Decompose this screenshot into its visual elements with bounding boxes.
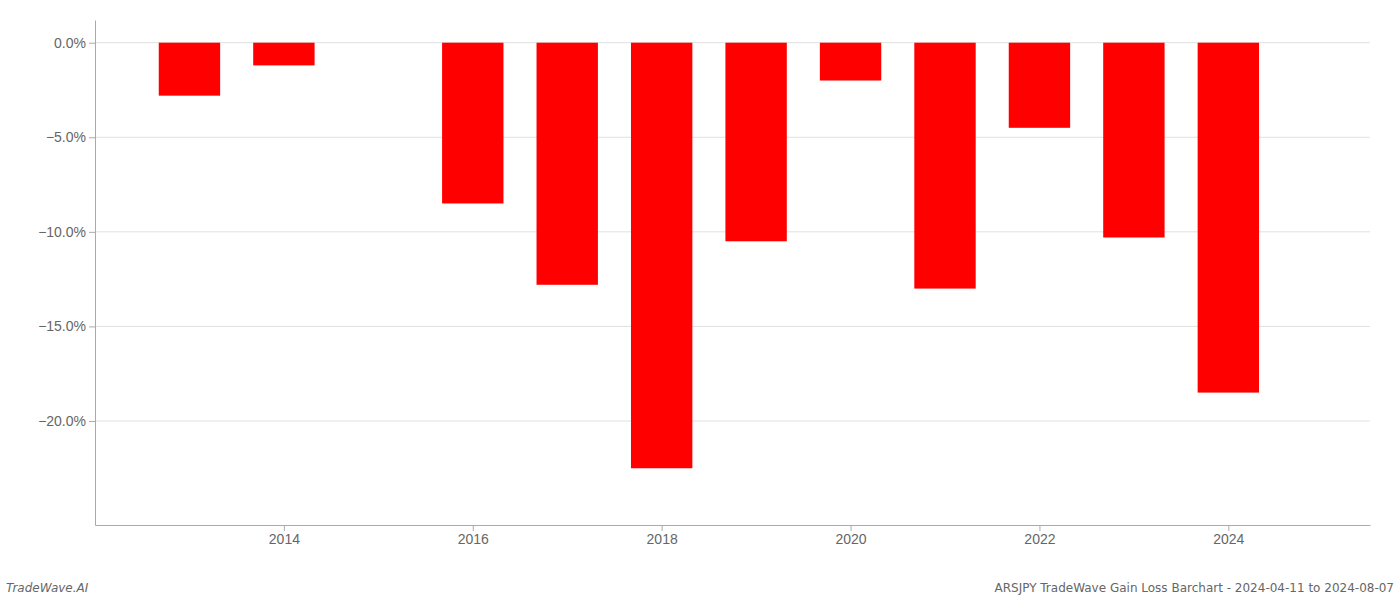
bar xyxy=(348,42,409,43)
x-tick-label: 2024 xyxy=(1213,531,1244,547)
bar xyxy=(631,43,692,469)
y-tick-label: −15.0% xyxy=(38,318,86,334)
y-axis: 0.0% −5.0% −10.0% −15.0% −20.0% xyxy=(38,21,95,526)
y-tick: −20.0% xyxy=(38,413,95,429)
y-tick-label: 0.0% xyxy=(54,35,86,51)
x-tick-label: 2014 xyxy=(269,531,300,547)
bar xyxy=(725,43,786,242)
y-tick: 0.0% xyxy=(54,35,95,51)
bar xyxy=(1198,43,1259,393)
y-tick-mark xyxy=(89,326,95,327)
y-tick-mark xyxy=(89,43,95,44)
bar xyxy=(1009,43,1070,128)
grid-line xyxy=(95,420,1370,421)
y-tick: −15.0% xyxy=(38,318,95,334)
bar xyxy=(442,43,503,204)
x-tick: 2018 xyxy=(647,525,678,547)
x-tick: 2024 xyxy=(1213,525,1244,547)
y-tick: −10.0% xyxy=(38,224,95,240)
y-tick-label: −10.0% xyxy=(38,224,86,240)
x-tick: 2022 xyxy=(1024,525,1055,547)
x-tick-label: 2020 xyxy=(835,531,866,547)
bar xyxy=(253,43,314,66)
bar xyxy=(159,43,220,96)
y-tick: −5.0% xyxy=(46,129,95,145)
chart: 0.0%−5.0%−10.0%−15.0%−20.0%2014201620182… xyxy=(0,0,1400,600)
footer-right: ARSJPY TradeWave Gain Loss Barchart - 20… xyxy=(994,581,1394,595)
y-tick-label: −20.0% xyxy=(38,413,86,429)
y-tick-mark xyxy=(89,421,95,422)
y-axis-line xyxy=(95,21,96,526)
x-tick-label: 2022 xyxy=(1024,531,1055,547)
x-tick-label: 2016 xyxy=(458,531,489,547)
bar xyxy=(914,43,975,289)
bar xyxy=(537,43,598,285)
y-tick-mark xyxy=(89,232,95,233)
x-tick: 2016 xyxy=(458,525,489,547)
grid xyxy=(95,43,1370,421)
bar xyxy=(820,43,881,81)
x-tick-label: 2018 xyxy=(647,531,678,547)
x-axis-line xyxy=(96,525,1371,526)
y-tick-label: −5.0% xyxy=(46,129,86,145)
plot: 0.0%−5.0%−10.0%−15.0%−20.0%2014201620182… xyxy=(38,21,1370,547)
footer-left: TradeWave.AI xyxy=(6,581,89,595)
bar xyxy=(1103,43,1164,238)
grid-line xyxy=(95,326,1370,327)
bars xyxy=(159,43,1259,469)
x-tick: 2014 xyxy=(269,525,300,547)
y-tick-mark xyxy=(89,137,95,138)
x-tick: 2020 xyxy=(835,525,866,547)
x-axis: 2014 2016 2018 2020 2022 2024 xyxy=(96,525,1371,547)
